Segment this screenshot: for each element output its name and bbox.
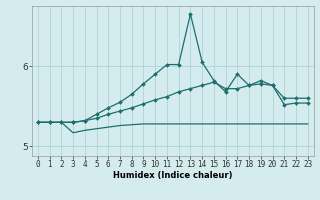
X-axis label: Humidex (Indice chaleur): Humidex (Indice chaleur) [113, 171, 233, 180]
